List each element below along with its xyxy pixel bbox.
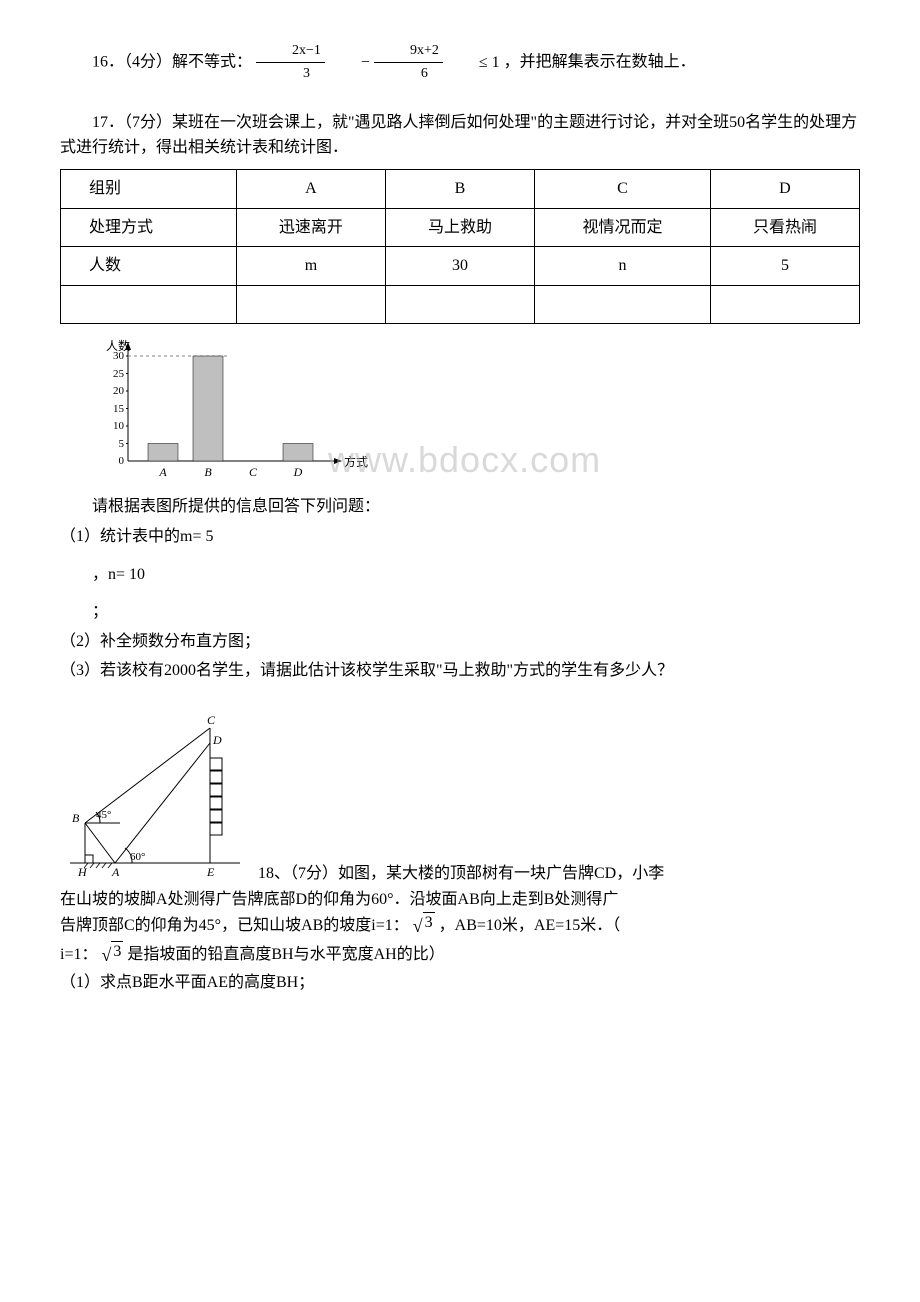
table-row: 组别 A B C D — [61, 169, 860, 208]
p17-bar-chart: 0 5 10 15 20 25 30 — [88, 336, 368, 486]
table-row: 处理方式 迅速离开 马上救助 视情况而定 只看热闹 — [61, 208, 860, 247]
p16-tail: ，并把解集表示在数轴上． — [504, 54, 696, 71]
bar-chart-svg: 0 5 10 15 20 25 30 — [88, 336, 368, 486]
svg-text:5: 5 — [119, 438, 125, 450]
svg-text:人数: 人数 — [106, 338, 130, 353]
svg-text:D: D — [212, 733, 222, 747]
sqrt-icon: √3 — [101, 941, 123, 970]
svg-text:0: 0 — [119, 455, 125, 467]
p17-table: 组别 A B C D 处理方式 迅速离开 马上救助 视情况而定 只看热闹 人数 … — [60, 169, 860, 324]
problem-17: 17．（7分）某班在一次班会课上，就"遇见路人摔倒后如何处理"的主题进行讨论，并… — [60, 110, 860, 684]
p16-text: 16．（4分）解不等式： 2x−1 3 − 9x+2 6 ≤ 1 ，并把解集表示… — [60, 40, 860, 86]
svg-text:C: C — [249, 465, 258, 479]
p18-text-wrap: 18、（7分）如图，某大楼的顶部树有一块广告牌CD，小李 — [258, 861, 860, 887]
sqrt-icon: √3 — [413, 912, 435, 941]
svg-text:10: 10 — [113, 420, 125, 432]
svg-text:E: E — [206, 865, 215, 878]
p18-intro1: 18、（7分）如图，某大楼的顶部树有一块广告牌CD，小李 — [258, 865, 664, 882]
p16-frac1: 2x−1 3 — [256, 40, 325, 86]
p17-q2: （2）补全频数分布直方图； — [60, 629, 860, 655]
svg-text:60°: 60° — [130, 851, 145, 863]
svg-text:H: H — [77, 865, 88, 878]
svg-text:A: A — [158, 465, 167, 479]
p17-subquestions: （1）统计表中的m= 5 ，n= 10 ； （2）补全频数分布直方图； （3）若… — [60, 524, 860, 684]
svg-text:20: 20 — [113, 385, 125, 397]
p16-number: 16．（4分）解不等式： — [92, 54, 252, 71]
problem-16: 16．（4分）解不等式： 2x−1 3 − 9x+2 6 ≤ 1 ，并把解集表示… — [60, 40, 860, 86]
p18-intro3: 告牌顶部C的仰角为45°，已知山坡AB的坡度i=1： √3 ，AB=10米，AE… — [60, 912, 860, 941]
svg-text:45°: 45° — [96, 809, 111, 821]
p16-formula: 2x−1 3 − 9x+2 6 ≤ 1 — [256, 40, 500, 86]
svg-text:B: B — [72, 811, 80, 825]
p17-intro: 17．（7分）某班在一次班会课上，就"遇见路人摔倒后如何处理"的主题进行讨论，并… — [60, 110, 860, 161]
svg-text:A: A — [111, 865, 120, 878]
table-row: 人数 m 30 n 5 — [61, 247, 860, 286]
p17-q1-b: ，n= 10 — [60, 562, 860, 588]
p18-intro4: i=1： √3 是指坡面的铅直高度BH与水平宽度AH的比） — [60, 941, 860, 970]
geometry-svg: C D B H A E 45° 60° — [60, 708, 250, 878]
problem-18: C D B H A E 45° 60° 18、（7分）如图，某大楼的顶部树有一块… — [60, 708, 860, 995]
p18-intro2: 在山坡的坡脚A处测得广告牌底部D的仰角为60°．沿坡面AB向上走到B处测得广 — [60, 887, 860, 913]
svg-text:方式: 方式 — [344, 454, 368, 469]
p18-figure: C D B H A E 45° 60° — [60, 708, 250, 887]
p17-after-chart: 请根据表图所提供的信息回答下列问题： — [60, 494, 860, 520]
p17-q1-a: （1）统计表中的m= 5 — [60, 524, 860, 550]
p17-q1-c: ； — [60, 599, 860, 625]
watermark-text: www.bdocx.com — [328, 431, 601, 489]
p16-frac2: 9x+2 6 — [374, 40, 443, 86]
svg-text:15: 15 — [113, 403, 125, 415]
svg-text:D: D — [293, 465, 303, 479]
p18-q1: （1）求点B距水平面AE的高度BH； — [60, 970, 860, 996]
svg-text:25: 25 — [113, 368, 125, 380]
p17-q3: （3）若该校有2000名学生，请据此估计该校学生采取"马上救助"方式的学生有多少… — [60, 658, 860, 684]
svg-text:B: B — [204, 465, 212, 479]
table-row — [61, 285, 860, 324]
svg-text:C: C — [207, 713, 216, 727]
